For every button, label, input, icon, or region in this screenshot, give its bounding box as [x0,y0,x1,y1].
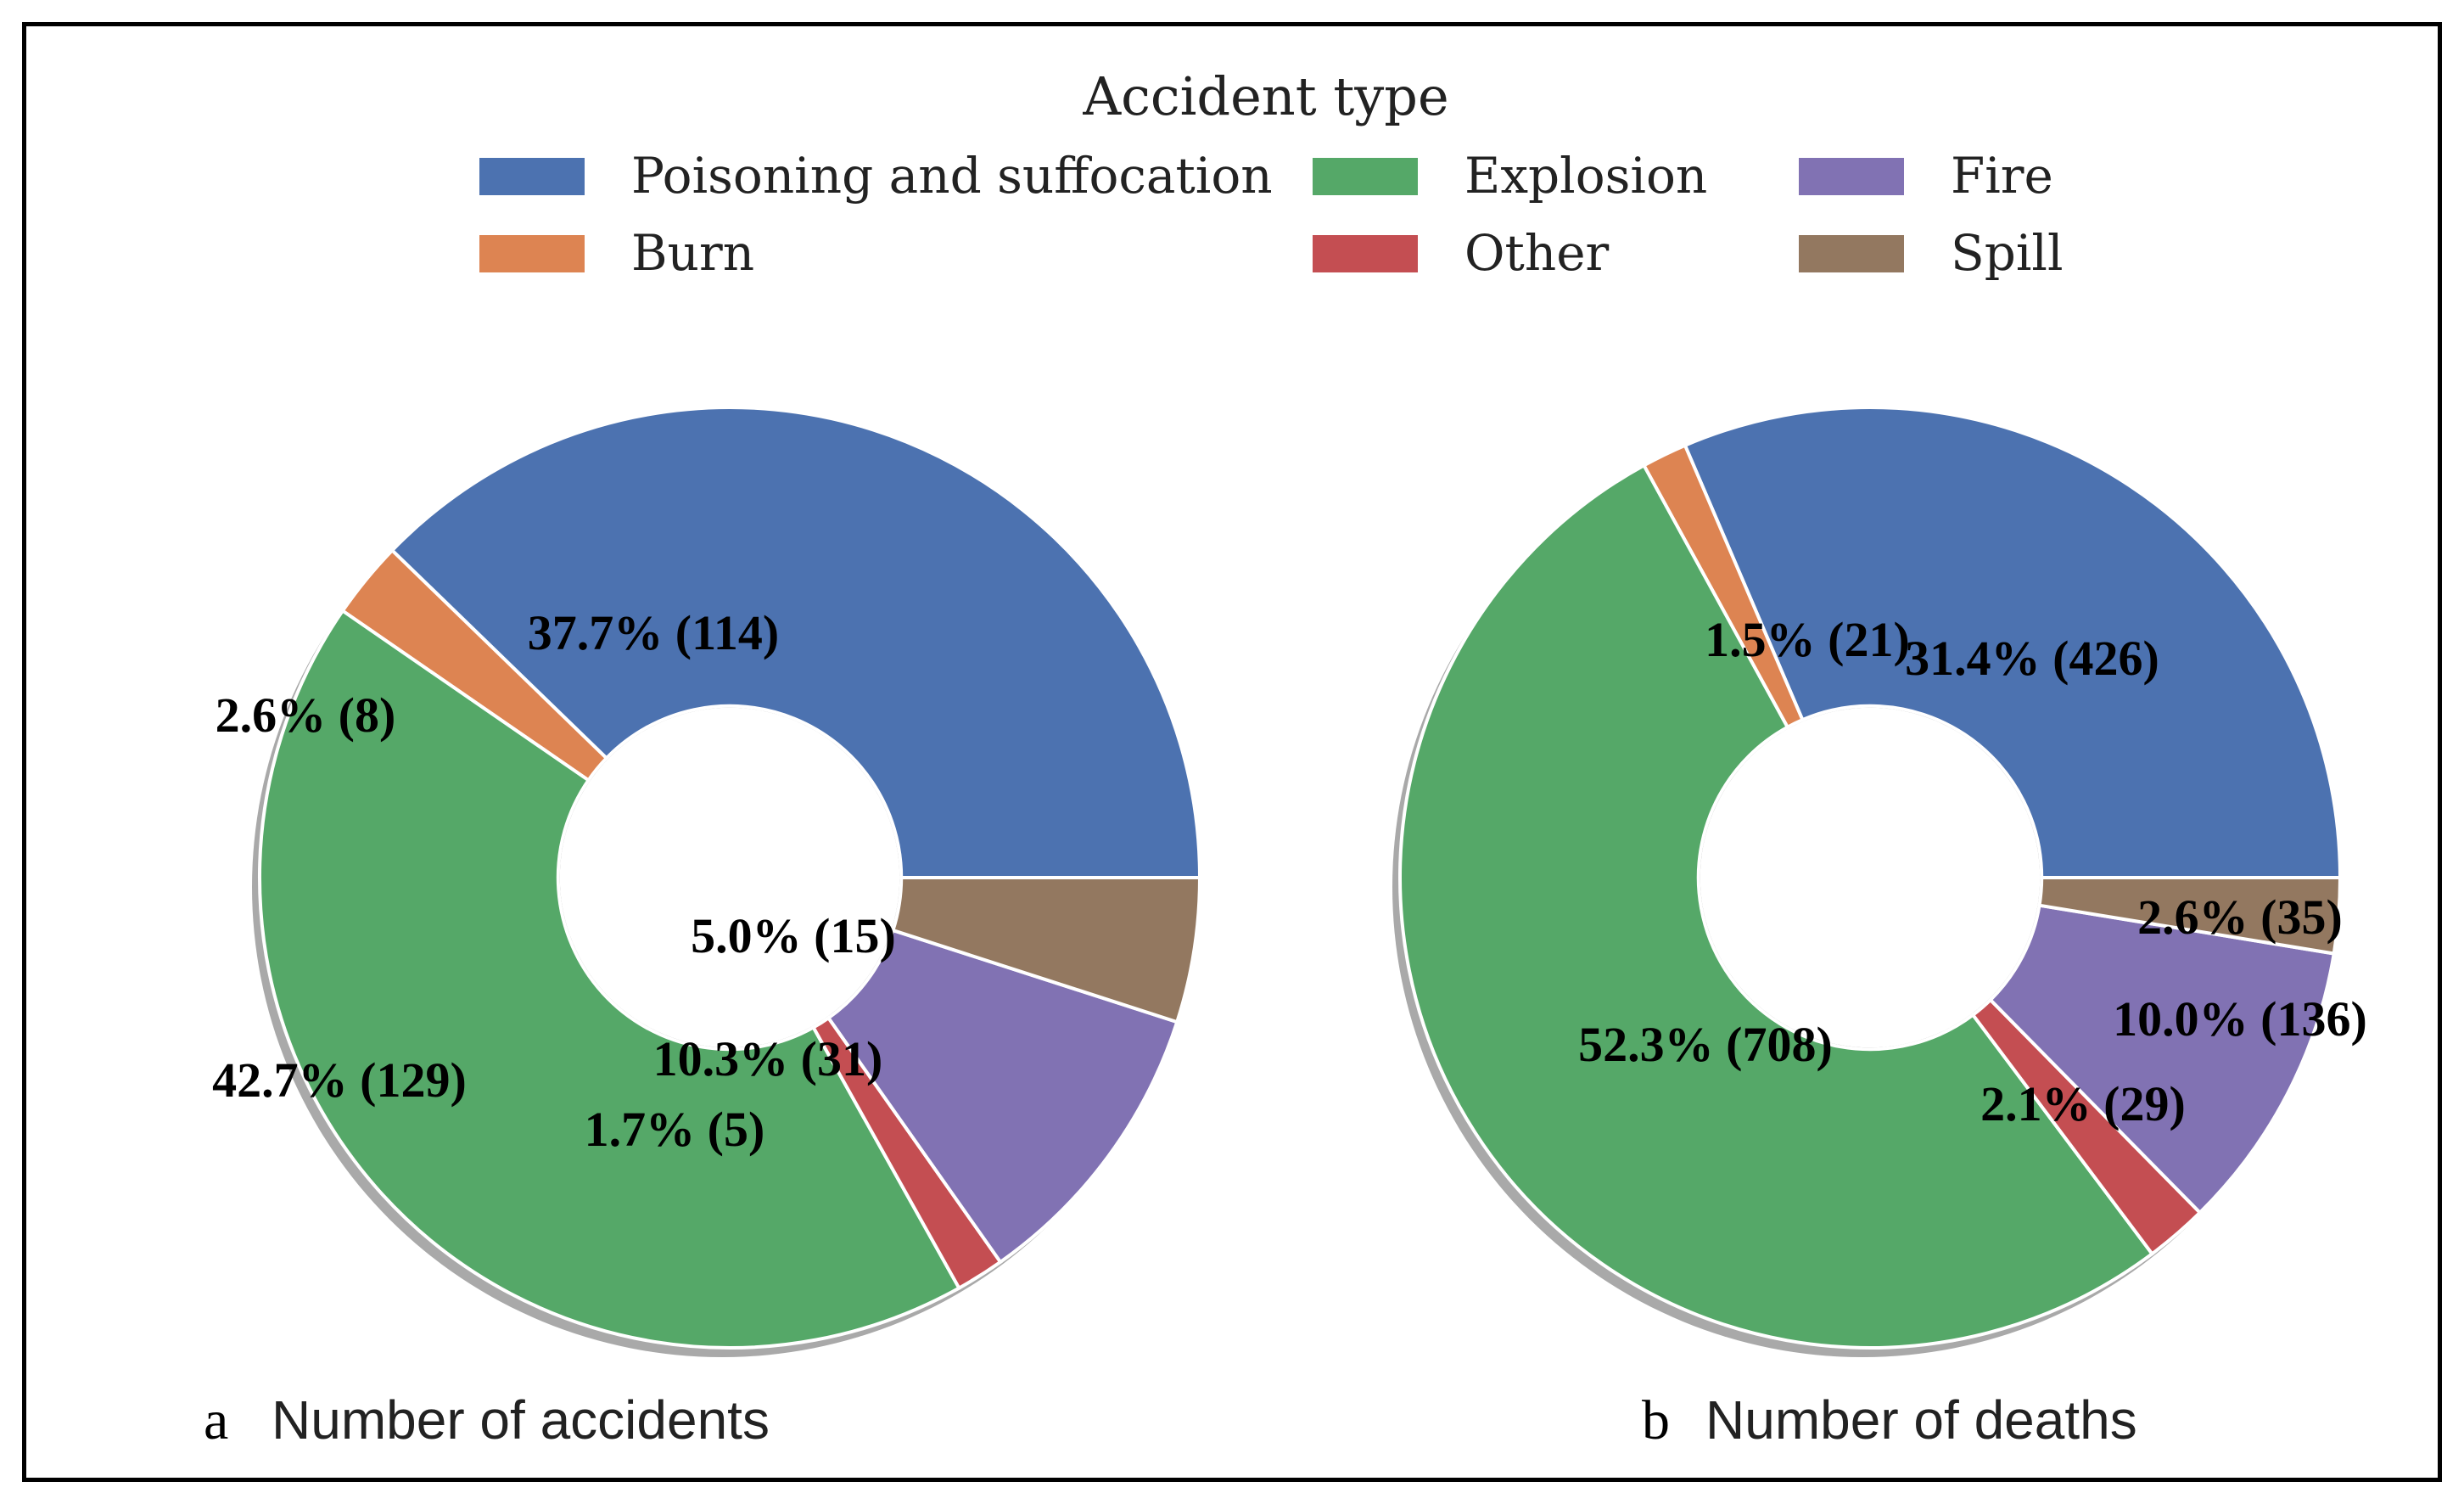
legend: Accident type Poisoning and suffocation B… [479,65,2064,282]
legend-label: Poisoning and suffocation [631,147,1273,205]
legend-entry-fire: Fire [1799,147,2053,205]
donut-chart-b: 31.4% (426)1.5% (21) 52.3% (708) 2.1% (29)… [1392,406,2367,1451]
legend-entry-burn: Burn [479,224,754,282]
donut-hole [559,707,900,1048]
legend-swatch [1313,158,1418,195]
legend-swatch [1799,235,1904,272]
slice-explosion [1398,463,2155,1350]
legend-swatch [1799,158,1904,195]
donut-hole [1700,707,2041,1048]
slice-label-explosion: 42.7% (129) [212,1052,467,1108]
slice-spill [890,876,1202,1024]
slice-label-fire: 10.3% (31) [653,1031,883,1086]
slice-label-burn: 1.5% (21) [1705,612,1910,667]
subplot-letter: a [204,1389,228,1451]
legend-label: Explosion [1464,147,1707,205]
slice-label-other: 2.1% (29) [1980,1076,2186,1131]
slice-label-burn: 2.6% (8) [216,687,396,743]
legend-label: Other [1464,224,1610,282]
slice-label-other: 1.7% (5) [585,1102,765,1157]
legend-entry-other: Other [1313,224,1610,282]
slice-poisoning-and-suffocation [1683,406,2343,879]
donut-chart-a: 37.7% (114) 2.6% (8) 42.7% (129) 1.7% (5) 10… [204,406,1202,1451]
slice-label-poisoning-and-suffocation: 31.4% (426) [1905,631,2159,686]
slice-spill [2037,876,2343,956]
subplot-title: Number of accidents [272,1389,770,1451]
slice-label-spill: 5.0% (15) [691,908,896,963]
slice-label-spill: 2.6% (35) [2137,889,2343,945]
legend-label: Burn [631,224,754,282]
slice-fire [826,928,1179,1265]
legend-swatch [479,235,585,272]
legend-label: Spill [1951,224,2064,282]
slice-label-poisoning-and-suffocation: 37.7% (114) [528,605,779,660]
legend-title: Accident type [1082,65,1448,127]
slice-label-fire: 10.0% (136) [2113,991,2367,1047]
subplot-letter: b [1642,1389,1670,1451]
slice-label-explosion: 52.3% (708) [1578,1017,1833,1072]
legend-label: Fire [1951,147,2053,205]
legend-entry-poisoning-and-suffocation: Poisoning and suffocation [479,147,1273,205]
slice-fire [1988,903,2337,1215]
legend-entry-spill: Spill [1799,224,2064,282]
slice-explosion [258,608,962,1350]
legend-entry-explosion: Explosion [1313,147,1707,205]
slice-poisoning-and-suffocation [389,406,1202,879]
legend-swatch [1313,235,1418,272]
subplot-title: Number of deaths [1705,1389,2137,1451]
legend-swatch [479,158,585,195]
